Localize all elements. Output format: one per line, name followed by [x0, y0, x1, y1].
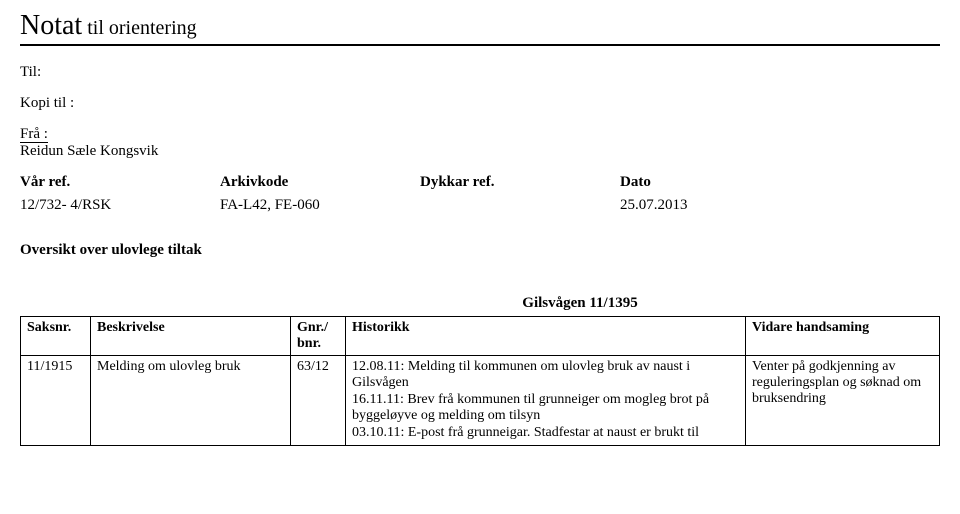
dykkar-ref-label: Dykkar ref.	[420, 174, 620, 191]
hist-line: 03.10.11: E-post frå grunneigar. Stadfes…	[352, 425, 739, 441]
cell-beskrivelse: Melding om ulovleg bruk	[91, 356, 291, 446]
til-label: Til:	[20, 64, 41, 80]
title-main: Notat	[20, 10, 82, 41]
fra-label: Frå :	[20, 126, 48, 143]
cell-gnr: 63/12	[291, 356, 346, 446]
dykkar-ref-value	[420, 197, 620, 214]
section-title: Oversikt over ulovlege tiltak	[20, 242, 940, 259]
table-header-row: Saksnr. Beskrivelse Gnr./ bnr. Historikk…	[21, 317, 940, 356]
ref-value-row: 12/732- 4/RSK FA-L42, FE-060 25.07.2013	[20, 197, 940, 214]
arkivkode-label: Arkivkode	[220, 174, 420, 191]
arkivkode-value: FA-L42, FE-060	[220, 197, 420, 214]
col-vidare: Vidare handsaming	[746, 317, 940, 356]
main-table: Saksnr. Beskrivelse Gnr./ bnr. Historikk…	[20, 316, 940, 446]
hist-line: 16.11.11: Brev frå kommunen til grunneig…	[352, 392, 739, 424]
til-field: Til:	[20, 64, 940, 81]
fra-field: Frå : Reidun Sæle Kongsvik	[20, 126, 940, 160]
table-row: 11/1915 Melding om ulovleg bruk 63/12 12…	[21, 356, 940, 446]
col-beskrivelse: Beskrivelse	[91, 317, 291, 356]
kopi-field: Kopi til :	[20, 95, 940, 112]
fra-value: Reidun Sæle Kongsvik	[20, 143, 158, 159]
ref-header-row: Vår ref. Arkivkode Dykkar ref. Dato	[20, 174, 940, 191]
hist-line: 12.08.11: Melding til kommunen om ulovle…	[352, 359, 739, 391]
dato-value: 25.07.2013	[620, 197, 820, 214]
table-subheader: Gilsvågen 11/1395	[220, 295, 940, 312]
col-gnr: Gnr./ bnr.	[291, 317, 346, 356]
kopi-label: Kopi til :	[20, 95, 74, 111]
var-ref-label: Vår ref.	[20, 174, 220, 191]
title-subtitle: til orientering	[82, 17, 196, 39]
col-saksnr: Saksnr.	[21, 317, 91, 356]
cell-historikk: 12.08.11: Melding til kommunen om ulovle…	[346, 356, 746, 446]
var-ref-value: 12/732- 4/RSK	[20, 197, 220, 214]
cell-vidare: Venter på godkjenning av reguleringsplan…	[746, 356, 940, 446]
document-title: Notat til orientering	[20, 10, 940, 46]
dato-label: Dato	[620, 174, 820, 191]
col-historikk: Historikk	[346, 317, 746, 356]
cell-saksnr: 11/1915	[21, 356, 91, 446]
